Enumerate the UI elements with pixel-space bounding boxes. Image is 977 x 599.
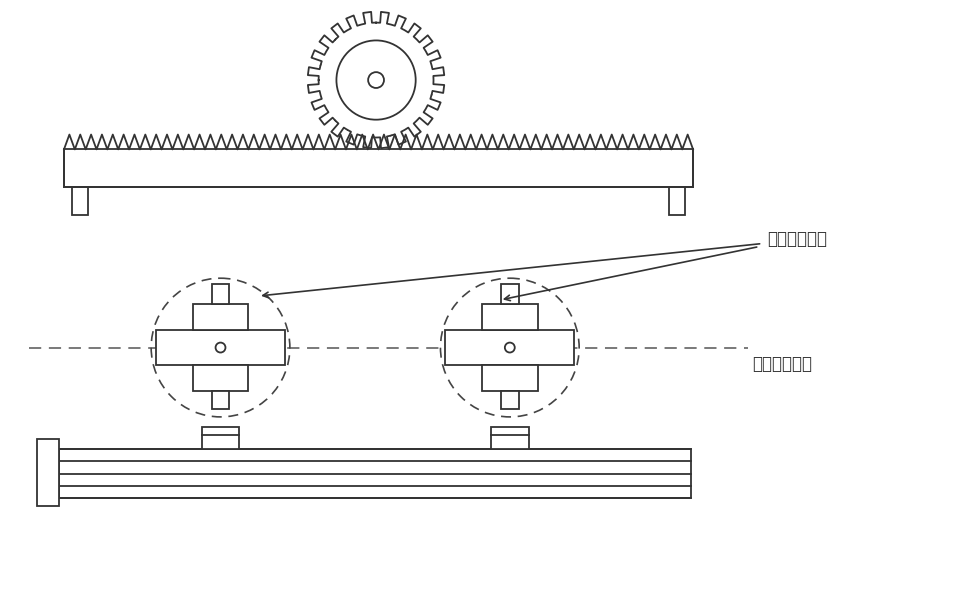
Circle shape bbox=[367, 72, 384, 88]
Bar bbox=[500, 391, 518, 409]
Bar bbox=[192, 304, 248, 329]
Bar bbox=[59, 449, 691, 498]
Bar bbox=[64, 149, 693, 187]
Bar bbox=[490, 427, 529, 449]
Bar bbox=[192, 365, 248, 391]
Bar bbox=[482, 304, 537, 329]
Circle shape bbox=[215, 343, 226, 352]
Bar bbox=[211, 391, 230, 409]
Bar bbox=[211, 284, 230, 304]
Polygon shape bbox=[308, 12, 444, 148]
Bar bbox=[156, 329, 284, 365]
Bar bbox=[500, 284, 518, 304]
Bar bbox=[201, 427, 239, 449]
Bar bbox=[482, 365, 537, 391]
Text: 滑块运动轨迹: 滑块运动轨迹 bbox=[767, 229, 827, 247]
Bar bbox=[37, 438, 59, 506]
Text: 滑座移动方向: 滑座移动方向 bbox=[751, 355, 812, 373]
Circle shape bbox=[336, 40, 415, 120]
Bar bbox=[72, 187, 88, 215]
Bar bbox=[445, 329, 573, 365]
Bar bbox=[668, 187, 685, 215]
Circle shape bbox=[504, 343, 514, 352]
